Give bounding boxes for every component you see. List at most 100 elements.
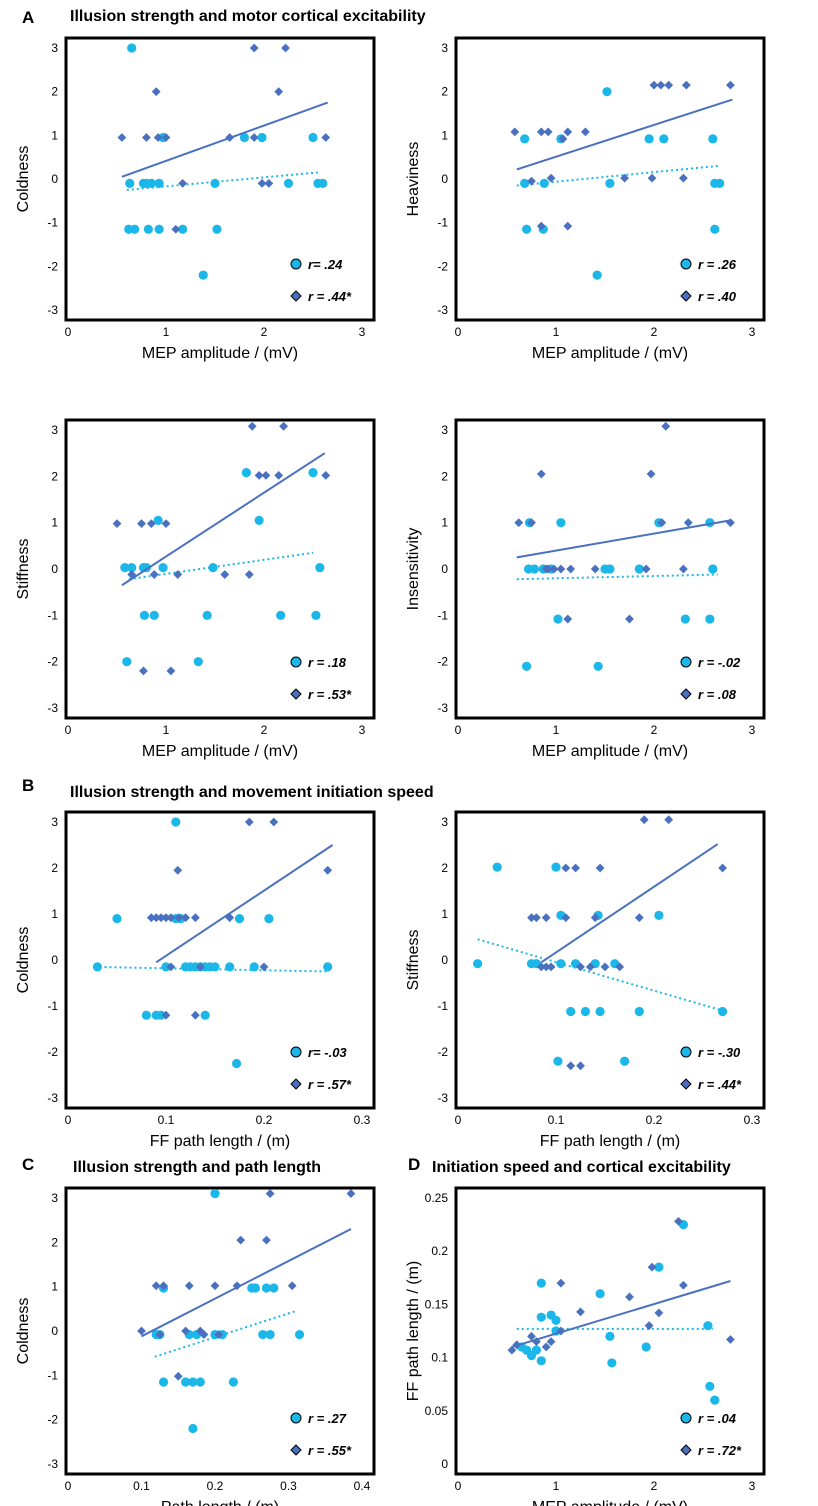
x-tick-label: 0.2 [256, 1113, 273, 1127]
x-tick-label: 2 [261, 723, 268, 737]
y-tick-label: -2 [437, 1045, 448, 1059]
scatter-chart-6: -3 -2 -1 0 1 2 3 0 0.1 0.2 0.3 FF path length / (m)… [405, 810, 766, 1150]
data-point-diamond [346, 1189, 356, 1198]
x-tick-label: 0.1 [548, 1113, 565, 1127]
plot-frame [454, 1186, 766, 1476]
data-point-circle [522, 224, 532, 234]
y-tick-label: 1 [51, 516, 58, 530]
y-tick-label: 3 [441, 423, 448, 437]
data-point-diamond [510, 127, 520, 137]
x-tick-label: 3 [749, 723, 756, 737]
data-point-circle [154, 224, 164, 234]
y-tick-label: -2 [47, 1045, 58, 1059]
data-point-diamond [563, 614, 573, 624]
data-point-diamond [566, 564, 576, 574]
data-point-diamond [585, 962, 595, 972]
data-point-diamond [661, 421, 671, 431]
scatter-chart-3: -3 -2 -1 0 1 2 3 0 1 2 3 MEP amplitude / (mV) Stiffn… [15, 418, 376, 760]
data-point-circle [551, 1315, 561, 1325]
y-tick-label: -1 [47, 999, 58, 1013]
x-tick-label: 0 [65, 723, 72, 737]
data-point-diamond [639, 815, 649, 825]
y-tick-label: 2 [441, 85, 448, 99]
data-point-diamond [225, 133, 235, 142]
data-point-circle [315, 563, 325, 573]
data-point-diamond [173, 865, 183, 875]
data-point-diamond [232, 1281, 242, 1291]
data-point-diamond [647, 1262, 657, 1272]
data-point-diamond [546, 173, 556, 183]
data-point-diamond [654, 1308, 664, 1318]
data-point-diamond [532, 913, 541, 923]
data-point-diamond [139, 666, 148, 676]
data-point-diamond [199, 1330, 209, 1339]
x-tick-label: 3 [749, 325, 756, 339]
x-axis-label: MEP amplitude / (mV) [142, 345, 298, 362]
data-point-diamond [527, 176, 536, 186]
data-point-circle [595, 1006, 605, 1017]
data-point-circle [250, 1283, 261, 1293]
data-point-diamond [664, 815, 674, 825]
data-point-diamond [558, 134, 568, 144]
plot-frame [64, 418, 376, 720]
data-point-circle [188, 1423, 198, 1434]
y-tick-label: 1 [441, 907, 448, 921]
plot-frame [454, 810, 766, 1110]
scatter-chart-5: -3 -2 -1 0 1 2 3 0 0.1 0.2 0.3 FF path length / (m)… [15, 810, 376, 1150]
data-point-diamond [561, 863, 571, 873]
legend-r-label: r = .57* [308, 1077, 352, 1092]
data-point-diamond [556, 1278, 566, 1288]
data-point-circle [258, 1329, 268, 1340]
data-point-diamond [236, 1235, 246, 1245]
series-diamond [117, 43, 331, 234]
data-point-circle [308, 132, 318, 143]
data-point-circle [181, 1377, 191, 1387]
data-point-diamond [536, 127, 546, 137]
data-point-diamond [262, 1235, 271, 1245]
legend-marker-diamond [680, 290, 692, 302]
scatter-chart-8: 0 0.05 0.1 0.15 0.2 0.25 0 1 2 3 MEP amplitude / (… [405, 1186, 766, 1506]
data-point-diamond [536, 469, 546, 479]
data-point-circle [715, 178, 725, 188]
data-point-diamond [184, 1281, 194, 1291]
y-tick-label: -3 [437, 303, 448, 317]
legend-r-label: r = .18 [308, 655, 347, 670]
data-point-diamond [166, 962, 176, 972]
y-tick-label: 0.2 [431, 1244, 448, 1258]
legend-marker-circle [290, 1046, 302, 1058]
data-point-diamond [261, 471, 271, 480]
y-axis-label: Stiffness [15, 538, 32, 599]
data-point-circle [536, 1356, 546, 1366]
y-tick-label: -2 [47, 1413, 58, 1427]
data-point-diamond [161, 519, 171, 528]
y-tick-label: 0 [51, 172, 58, 186]
y-tick-label: -1 [47, 1368, 58, 1382]
data-point-diamond [137, 1326, 146, 1336]
data-point-circle [122, 657, 132, 667]
section-letter-b: B [22, 776, 35, 795]
section-letter-a: A [22, 8, 35, 27]
data-point-diamond [726, 518, 735, 528]
x-tick-label: 1 [553, 723, 560, 737]
data-point-diamond [161, 1010, 171, 1020]
y-tick-label: 1 [441, 516, 448, 530]
data-point-circle [520, 134, 530, 144]
x-tick-label: 2 [651, 723, 658, 737]
data-point-circle [125, 178, 135, 188]
series-circle [516, 1220, 720, 1405]
y-tick-label: 1 [51, 1280, 58, 1294]
data-point-diamond [247, 421, 257, 431]
data-point-circle [708, 564, 718, 574]
y-tick-label: -1 [47, 216, 58, 230]
legend-r-label: r = .08 [698, 687, 737, 702]
data-point-circle [654, 910, 664, 920]
data-point-circle [553, 1056, 563, 1066]
legend-r-label: r = .04 [698, 1411, 737, 1426]
data-point-circle [146, 178, 156, 188]
data-point-diamond [274, 471, 284, 480]
data-point-diamond [249, 133, 259, 142]
data-point-diamond [674, 1217, 683, 1226]
legend-r-label: r = -.30 [698, 1045, 741, 1060]
legend-marker-diamond [680, 688, 692, 700]
data-point-circle [127, 563, 137, 573]
